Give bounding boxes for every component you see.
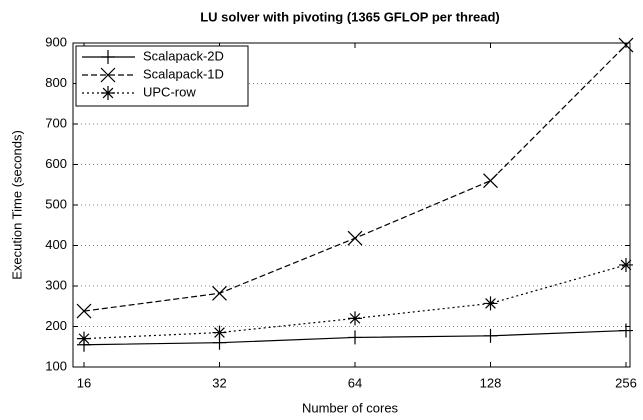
y-tick-label: 900 [45, 34, 67, 49]
point-marker [77, 331, 91, 346]
point-marker [483, 328, 498, 343]
point-marker [483, 296, 498, 311]
y-tick-label: 800 [45, 75, 67, 90]
y-tick-label: 500 [45, 196, 67, 211]
point-marker [348, 311, 362, 326]
y-tick-label: 600 [45, 156, 67, 171]
point-marker [348, 330, 362, 345]
point-marker [212, 285, 227, 301]
point-marker [619, 323, 633, 338]
legend-marker [101, 86, 115, 100]
x-axis-label: Number of cores [302, 400, 399, 415]
point-marker [347, 230, 363, 246]
x-tick-label: 256 [615, 375, 637, 390]
legend-label: Scalapack-2D [143, 48, 224, 63]
point-marker [483, 173, 498, 189]
legend-marker [100, 67, 116, 83]
legend-marker [101, 50, 115, 64]
plot-frame [72, 42, 631, 368]
legend-label: Scalapack-1D [143, 66, 224, 81]
y-tick-label: 700 [45, 115, 67, 130]
y-tick-label: 100 [45, 358, 67, 373]
y-tick-label: 200 [45, 318, 67, 333]
y-tick-label: 300 [45, 277, 67, 292]
x-tick-label: 32 [212, 375, 226, 390]
point-marker [618, 37, 634, 53]
x-tick-label: 16 [77, 375, 91, 390]
y-axis-label: Execution Time (seconds) [9, 130, 24, 280]
point-marker [619, 257, 633, 272]
y-tick-label: 400 [45, 237, 67, 252]
series-line [83, 264, 627, 340]
x-tick-label: 128 [480, 375, 502, 390]
legend-label: UPC-row [143, 84, 196, 99]
x-tick-label: 64 [348, 375, 362, 390]
point-marker [76, 303, 92, 319]
chart-title: LU solver with pivoting (1365 GFLOP per … [200, 9, 500, 24]
point-marker [212, 325, 227, 340]
